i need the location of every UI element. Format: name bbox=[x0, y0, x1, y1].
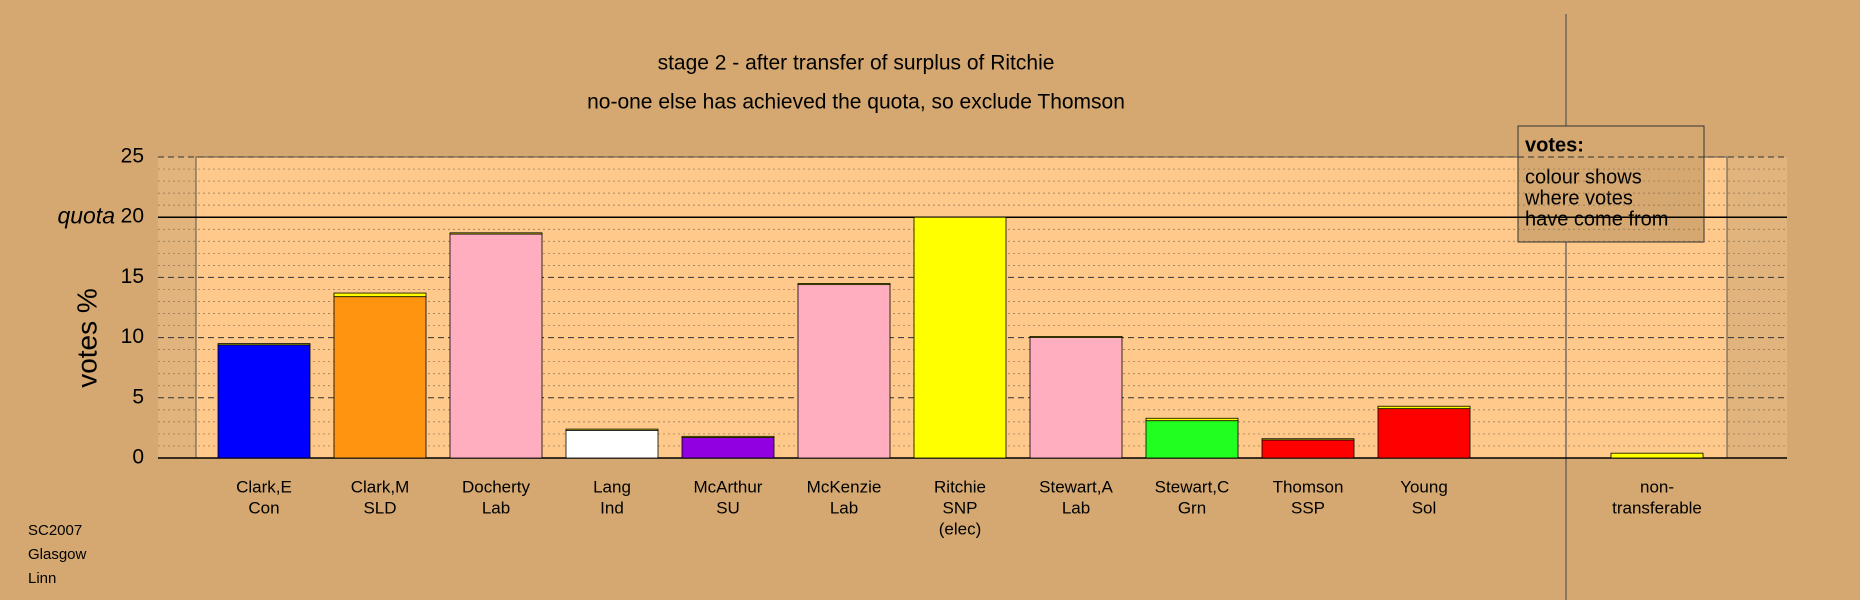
x-tick-label: SLD bbox=[363, 498, 396, 517]
bar-segment bbox=[1029, 337, 1123, 459]
bar-segment bbox=[1610, 452, 1704, 459]
x-tick-label: (elec) bbox=[939, 519, 982, 538]
bar-segment bbox=[681, 437, 775, 459]
bar-segment bbox=[333, 292, 427, 298]
bar-segment bbox=[1377, 405, 1471, 410]
x-tick-label: Young bbox=[1400, 477, 1448, 496]
bar-segment bbox=[217, 344, 311, 459]
x-tick-label: Ind bbox=[600, 498, 624, 517]
y-tick-label: 5 bbox=[132, 385, 144, 408]
y-tick-label: 10 bbox=[121, 325, 144, 348]
chart-title: stage 2 - after transfer of surplus of R… bbox=[658, 52, 1055, 75]
bar-segment bbox=[565, 428, 659, 431]
x-tick-label: McKenzie bbox=[807, 477, 882, 496]
bar-segment bbox=[681, 435, 775, 438]
bar-segment bbox=[797, 284, 891, 459]
bar-segment bbox=[1261, 439, 1355, 459]
footnote: SC2007 bbox=[28, 522, 82, 539]
x-tick-label: Stewart,C bbox=[1155, 477, 1230, 496]
bar-segment bbox=[217, 343, 311, 346]
quota-label: quota bbox=[57, 202, 115, 228]
legend-text: colour shows bbox=[1525, 166, 1642, 188]
bar-segment bbox=[797, 283, 891, 286]
x-tick-label: SU bbox=[716, 498, 740, 517]
legend-box bbox=[1517, 125, 1705, 243]
x-tick-label: transferable bbox=[1612, 498, 1702, 517]
bar-segment bbox=[449, 233, 543, 459]
y-tick-label: 25 bbox=[121, 145, 144, 168]
bar-segment bbox=[1377, 408, 1471, 459]
bar-segment bbox=[1145, 417, 1239, 422]
bar-segment bbox=[1029, 335, 1123, 338]
x-tick-label: Sol bbox=[1412, 498, 1437, 517]
footnote: Linn bbox=[28, 570, 56, 587]
x-tick-label: Con bbox=[248, 498, 279, 517]
bar-segment bbox=[1145, 420, 1239, 459]
bar-segment bbox=[1261, 438, 1355, 441]
legend-text: have come from bbox=[1525, 208, 1668, 230]
x-tick-label: SSP bbox=[1291, 498, 1325, 517]
legend-text: where votes bbox=[1524, 187, 1633, 209]
x-tick-label: Lab bbox=[1062, 498, 1090, 517]
bar-segment bbox=[449, 232, 543, 235]
x-tick-label: Lab bbox=[830, 498, 858, 517]
y-tick-label: 0 bbox=[132, 446, 144, 469]
x-tick-label: non- bbox=[1640, 477, 1674, 496]
x-tick-label: Thomson bbox=[1273, 477, 1344, 496]
x-tick-label: Ritchie bbox=[934, 477, 986, 496]
y-tick-label: 15 bbox=[121, 265, 144, 288]
legend-title: votes: bbox=[1525, 134, 1584, 156]
x-tick-label: Clark,E bbox=[236, 477, 292, 496]
x-tick-label: Lab bbox=[482, 498, 510, 517]
bar-segment bbox=[333, 296, 427, 459]
y-tick-label: 20 bbox=[121, 205, 144, 228]
y-axis-label: votes % bbox=[71, 288, 102, 388]
x-tick-label: McArthur bbox=[694, 477, 763, 496]
bar-segment bbox=[565, 429, 659, 459]
x-tick-label: Docherty bbox=[462, 477, 531, 496]
x-tick-label: Clark,M bbox=[351, 477, 410, 496]
footnote: Glasgow bbox=[28, 546, 87, 563]
x-tick-label: Grn bbox=[1178, 498, 1206, 517]
x-tick-label: Stewart,A bbox=[1039, 477, 1113, 496]
chart-subtitle: no-one else has achieved the quota, so e… bbox=[587, 91, 1125, 114]
x-tick-label: Lang bbox=[593, 477, 631, 496]
bar-segment bbox=[913, 216, 1007, 459]
x-tick-label: SNP bbox=[943, 498, 978, 517]
